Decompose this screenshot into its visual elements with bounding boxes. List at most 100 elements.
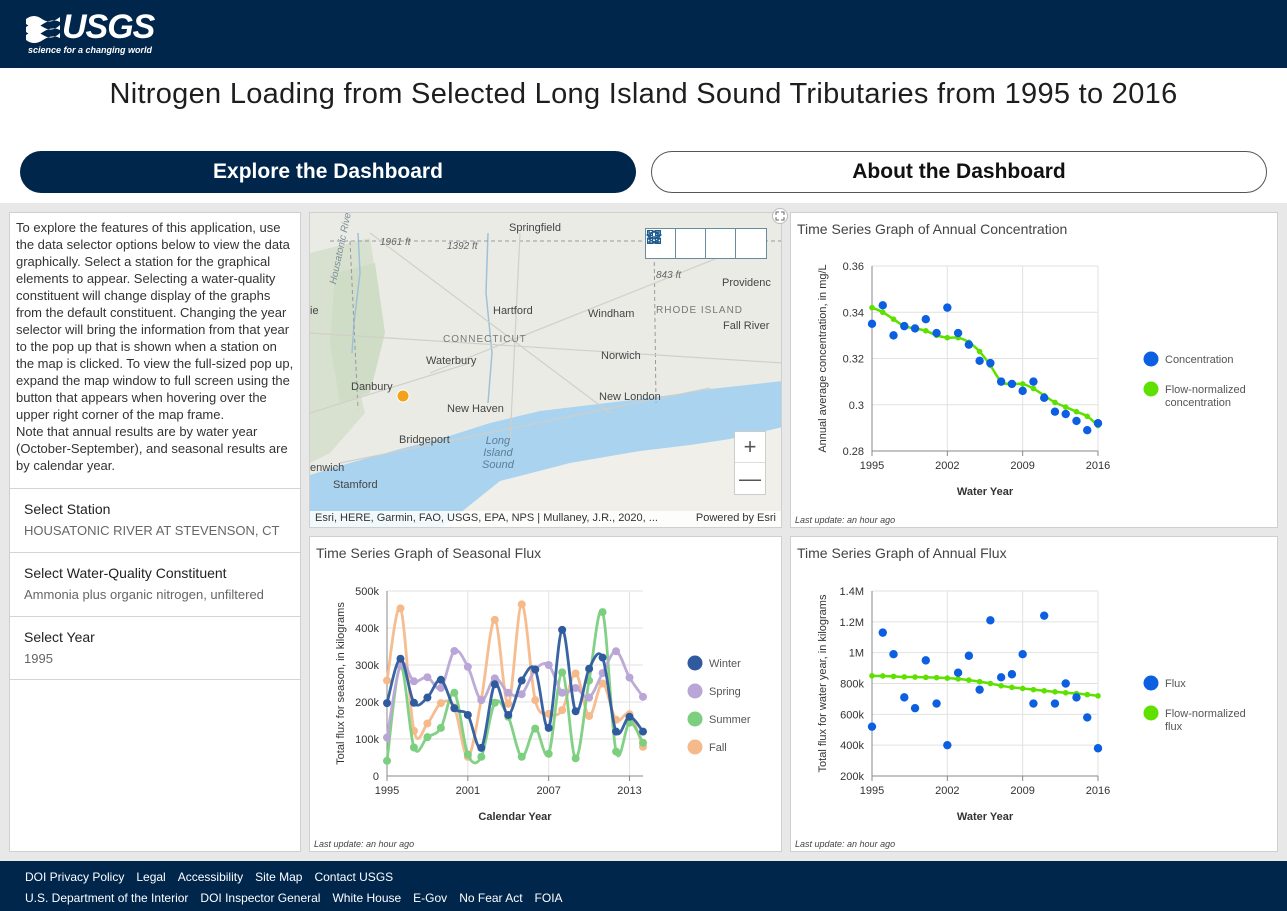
about-dashboard-button[interactable]: About the Dashboard — [651, 151, 1267, 193]
concentration-point — [900, 321, 909, 331]
spring-point — [436, 683, 445, 692]
intro-text: To explore the features of this applicat… — [10, 213, 300, 474]
concentration-point — [1029, 377, 1038, 386]
annual-flux-plot: 200k 400k 600k 800k 1M 1.2M 1.4M 1995 2002 2009 20… — [817, 586, 1246, 823]
flow-normalized-point — [1030, 686, 1037, 693]
usgs-logo[interactable]: USGS science for a changing world — [26, 8, 155, 55]
annual-flux-chart: Time Series Graph of Annual Flux 200k 400… — [790, 536, 1278, 852]
legend-fall-swatch — [687, 739, 703, 755]
footer-links-row-2: U.S. Department of the Interior DOI Inspe… — [25, 891, 563, 905]
map-label-windham: Windham — [588, 308, 635, 320]
y-tick-label: 1.4M — [840, 586, 864, 598]
winter-point — [585, 664, 594, 673]
footer-link[interactable]: Site Map — [255, 870, 303, 884]
flow-normalized-point — [1084, 413, 1091, 420]
layers-button[interactable] — [646, 229, 736, 258]
spring-point — [423, 673, 432, 682]
summer-point — [436, 723, 445, 732]
legend-flow-normalized-label: flux — [1165, 721, 1183, 733]
flow-normalized-point — [1084, 691, 1091, 698]
site-footer: DOI Privacy Policy Legal Accessibility Site… — [0, 861, 1287, 911]
concentration-point — [975, 356, 984, 366]
footer-link[interactable]: DOI Inspector General — [200, 891, 321, 905]
expand-map-button[interactable] — [772, 208, 788, 224]
footer-link[interactable]: U.S. Department of the Interior — [25, 891, 189, 905]
x-axis-title: Calendar Year — [478, 811, 552, 823]
summer-point — [612, 747, 621, 756]
y-tick-label: 300k — [355, 660, 379, 672]
footer-link[interactable]: Accessibility — [177, 870, 244, 884]
footer-link[interactable]: E-Gov — [413, 891, 448, 905]
zoom-out-button[interactable]: — — [739, 465, 761, 491]
last-update: Last update: an hour ago — [314, 839, 415, 849]
select-station-value[interactable]: HOUSATONIC RIVER AT STEVENSON, CT — [24, 523, 280, 538]
flow-normalized-point — [1062, 404, 1069, 410]
spring-point — [383, 733, 391, 742]
y-tick-label: 1M — [849, 648, 864, 660]
select-year[interactable]: Select Year 1995 — [10, 616, 300, 680]
winter-point — [436, 675, 445, 684]
footer-link[interactable]: Legal — [136, 870, 166, 884]
map-label-fall-river: Fall River — [723, 320, 770, 332]
y-tick-label: 100k — [355, 734, 379, 746]
select-constituent-label: Select Water-Quality Constituent — [24, 565, 227, 581]
select-station[interactable]: Select Station HOUSATONIC RIVER AT STEVE… — [10, 488, 300, 552]
legend-fall-label: Fall — [709, 742, 727, 754]
flux-point — [867, 722, 877, 731]
flow-normalized-point — [890, 673, 897, 680]
concentration-point — [996, 377, 1006, 386]
usgs-wave-icon — [26, 15, 60, 43]
zoom-in-button[interactable]: + — [735, 432, 765, 463]
legend-spring-label: Spring — [709, 686, 741, 698]
zoom-control: + — — [734, 431, 766, 495]
map-label-greenwich: enwich — [310, 462, 345, 474]
station-marker[interactable] — [396, 389, 410, 403]
y-axis-title: Annual average concentration, in mg/L — [817, 264, 829, 452]
fall-point — [423, 719, 432, 728]
summer-point — [477, 752, 486, 761]
x-tick-label: 2007 — [536, 785, 560, 797]
spring-point — [571, 683, 580, 692]
spring-point — [517, 690, 526, 699]
fall-point — [571, 669, 580, 678]
legend-flow-normalized-swatch — [1143, 705, 1159, 721]
flux-point — [1093, 744, 1103, 753]
flux-point — [975, 685, 984, 694]
map-label-danbury: Danbury — [351, 381, 393, 393]
x-tick-label: 2016 — [1086, 785, 1110, 797]
concentration-point — [1061, 409, 1070, 419]
fall-point — [504, 699, 513, 708]
basemap-gallery-button[interactable] — [647, 229, 766, 258]
basemap-gallery-icon — [647, 230, 661, 244]
legend-button[interactable] — [648, 229, 706, 258]
dashboard-area: To explore the features of this applicat… — [0, 203, 1287, 861]
flow-normalized-point — [1019, 685, 1026, 692]
select-constituent-value[interactable]: Ammonia plus organic nitrogen, unfiltere… — [24, 587, 264, 602]
powered-by-esri[interactable]: Powered by Esri — [695, 512, 776, 524]
fall-point — [585, 712, 594, 721]
flow-normalized-point — [912, 674, 918, 680]
expand-icon — [775, 211, 785, 221]
select-year-value[interactable]: 1995 — [24, 651, 53, 666]
concentration-point — [910, 324, 920, 333]
summer-point — [639, 738, 647, 747]
spring-point — [409, 677, 418, 686]
footer-link[interactable]: No Fear Act — [459, 891, 523, 905]
fall-point — [396, 604, 405, 613]
footer-link[interactable]: DOI Privacy Policy — [25, 870, 125, 884]
select-constituent[interactable]: Select Water-Quality Constituent Ammonia… — [10, 552, 300, 616]
logo-tagline: science for a changing world — [28, 45, 153, 55]
chart-title: Time Series Graph of Seasonal Flux — [316, 545, 542, 561]
winter-point — [490, 680, 499, 689]
winter-point — [517, 676, 526, 685]
flux-point — [996, 673, 1006, 682]
fall-point — [517, 600, 526, 609]
explore-dashboard-button[interactable]: Explore the Dashboard — [20, 151, 636, 193]
footer-link[interactable]: Contact USGS — [314, 870, 394, 884]
summer-point — [531, 724, 540, 733]
chart-title: Time Series Graph of Annual Concentratio… — [797, 221, 1068, 237]
map-view[interactable]: Springfield 1961 ft 1392 ft 843 ft Provi… — [309, 212, 782, 528]
footer-link[interactable]: White House — [332, 891, 402, 905]
footer-link[interactable]: FOIA — [534, 891, 563, 905]
legend-concentration-label: Concentration — [1165, 354, 1234, 366]
